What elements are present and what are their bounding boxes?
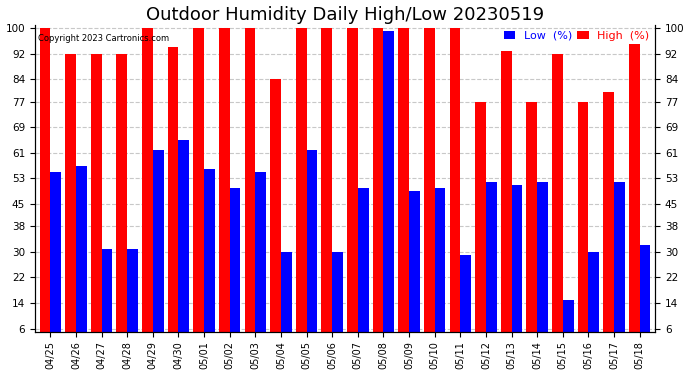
Bar bbox=[373, 28, 384, 348]
Title: Outdoor Humidity Daily High/Low 20230519: Outdoor Humidity Daily High/Low 20230519 bbox=[146, 6, 544, 24]
Bar bbox=[65, 54, 76, 348]
Bar bbox=[398, 28, 409, 348]
Bar bbox=[306, 150, 317, 348]
Bar bbox=[435, 188, 446, 348]
Bar bbox=[281, 252, 292, 348]
Bar bbox=[358, 188, 368, 348]
Bar bbox=[255, 172, 266, 348]
Bar bbox=[270, 80, 281, 348]
Bar bbox=[244, 28, 255, 348]
Bar bbox=[563, 300, 573, 348]
Bar bbox=[409, 191, 420, 348]
Bar bbox=[142, 28, 152, 348]
Text: Copyright 2023 Cartronics.com: Copyright 2023 Cartronics.com bbox=[38, 34, 169, 43]
Bar bbox=[193, 28, 204, 348]
Bar bbox=[511, 185, 522, 348]
Bar bbox=[552, 54, 563, 348]
Bar bbox=[347, 28, 358, 348]
Bar bbox=[332, 252, 343, 348]
Bar bbox=[614, 182, 625, 348]
Bar bbox=[322, 28, 332, 348]
Bar bbox=[296, 28, 306, 348]
Bar bbox=[179, 140, 189, 348]
Bar bbox=[589, 252, 599, 348]
Bar bbox=[526, 102, 538, 348]
Bar bbox=[603, 92, 614, 348]
Bar bbox=[460, 255, 471, 348]
Bar bbox=[39, 28, 50, 348]
Bar bbox=[152, 150, 164, 348]
Bar bbox=[384, 32, 394, 348]
Bar bbox=[640, 246, 651, 348]
Legend: Low  (%), High  (%): Low (%), High (%) bbox=[499, 26, 654, 45]
Bar bbox=[204, 169, 215, 348]
Bar bbox=[76, 166, 87, 348]
Bar bbox=[424, 28, 435, 348]
Bar bbox=[117, 54, 127, 348]
Bar bbox=[538, 182, 548, 348]
Bar bbox=[101, 249, 112, 348]
Bar bbox=[168, 48, 179, 348]
Bar bbox=[50, 172, 61, 348]
Bar bbox=[486, 182, 497, 348]
Bar bbox=[475, 102, 486, 348]
Bar bbox=[629, 44, 640, 348]
Bar bbox=[450, 28, 460, 348]
Bar bbox=[219, 28, 230, 348]
Bar bbox=[127, 249, 138, 348]
Bar bbox=[501, 51, 511, 348]
Bar bbox=[230, 188, 240, 348]
Bar bbox=[578, 102, 589, 348]
Bar bbox=[91, 54, 101, 348]
